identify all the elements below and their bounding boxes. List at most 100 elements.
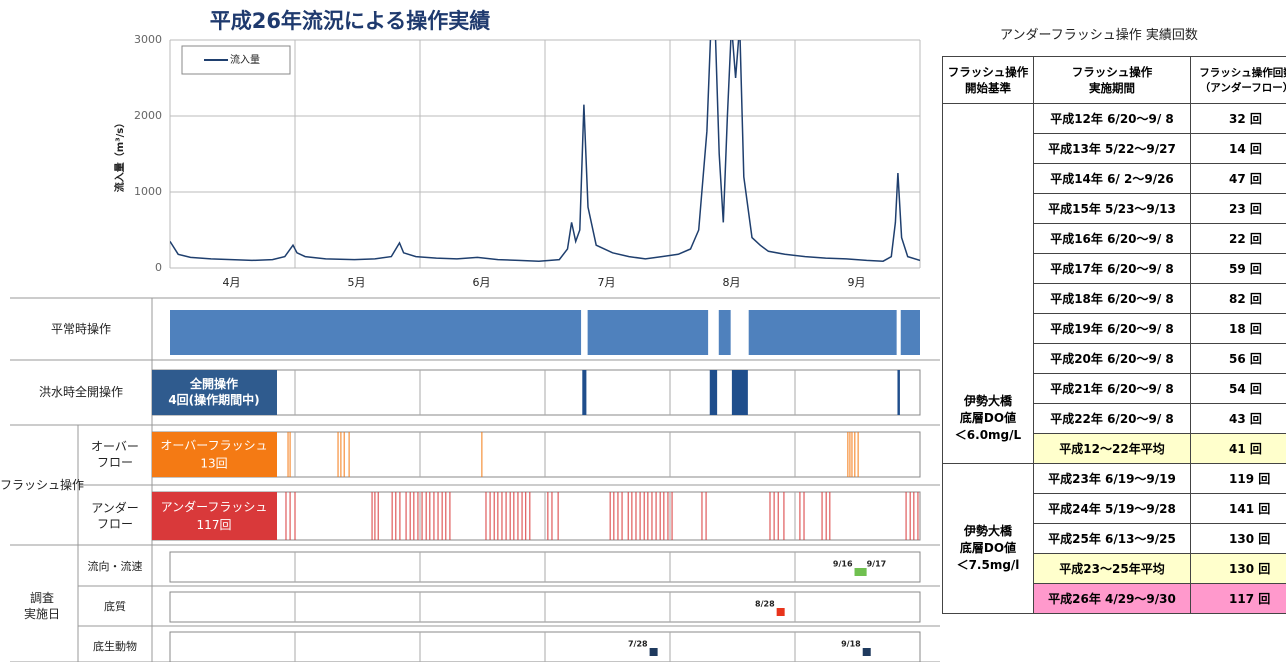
period-cell: 平成14年 6/ 2～9/26 xyxy=(1033,163,1191,194)
survey-mark xyxy=(858,568,867,576)
count-cell: 47 回 xyxy=(1190,163,1286,194)
y-tick-label: 2000 xyxy=(134,109,162,122)
table-row: 平成25年 6/13～9/25 130 回 xyxy=(943,523,1286,554)
row-sublabel: 底生動物 xyxy=(93,639,137,653)
operation-bar xyxy=(587,310,709,355)
row-label-line: 調査 xyxy=(30,591,54,605)
table-row: 平成22年 6/20～9/ 8 43 回 xyxy=(943,403,1286,434)
table-row: 平成12～22年平均 41 回 xyxy=(943,433,1286,464)
row-label: 洪水時全開操作 xyxy=(39,384,123,399)
row-sublabel: 底質 xyxy=(104,599,126,613)
flood-bar xyxy=(582,370,587,415)
table-header: フラッシュ操作 開始基準 フラッシュ操作 実施期間 フラッシュ操作回数 （アンダーフ… xyxy=(942,56,1286,104)
row-sublabel-line: オーバー xyxy=(91,439,139,453)
row-sublabel-line: フロー xyxy=(97,455,133,469)
table-title: アンダーフラッシュ操作 実績回数 xyxy=(1000,28,1198,43)
row-sublabel-line: 流向・流速 xyxy=(88,559,143,573)
operation-bar xyxy=(718,310,731,355)
count-cell: 141 回 xyxy=(1190,493,1286,524)
flood-bar xyxy=(709,370,718,415)
period-cell: 平成18年 6/20～9/ 8 xyxy=(1033,283,1191,314)
period-cell: 平成16年 6/20～9/ 8 xyxy=(1033,223,1191,254)
period-cell: 平成15年 5/23～9/13 xyxy=(1033,193,1191,224)
row-sublabel: オーバーフロー xyxy=(91,439,139,469)
table-row: 伊勢大橋 底層DO値 ＜7.5mg/l 平成23年 6/19～9/19 119 回 xyxy=(942,463,1286,614)
survey-date: 9/18 xyxy=(841,640,861,649)
header-cell: フラッシュ操作 実施期間 xyxy=(1033,56,1191,104)
survey-mark xyxy=(776,608,785,616)
header-cell: フラッシュ操作回数 （アンダーフロー） xyxy=(1190,56,1286,104)
count-cell: 59 回 xyxy=(1190,253,1286,284)
survey-mark xyxy=(649,648,658,656)
survey-mark xyxy=(854,568,863,576)
row-sublabel: アンダーフロー xyxy=(91,500,139,531)
row-sublabel-line: 底生動物 xyxy=(93,639,137,653)
label-box-text: アンダーフラッシュ 117回 xyxy=(161,499,268,532)
row-sublabel: 流向・流速 xyxy=(88,559,143,573)
survey-date: 9/17 xyxy=(867,560,887,569)
row-sublabel-line: 底質 xyxy=(104,599,126,613)
x-tick-label: 6月 xyxy=(472,276,490,289)
chart-title: 平成26年流況による操作実績 xyxy=(210,9,491,33)
period-cell: 平成21年 6/20～9/ 8 xyxy=(1033,373,1191,404)
label-box-text: オーバーフラッシュ 13回 xyxy=(160,438,267,470)
legend xyxy=(181,45,291,75)
label-box-text-line: 全開操作 xyxy=(189,376,238,391)
label-box-text-line: 13回 xyxy=(200,456,227,470)
x-tick-label: 8月 xyxy=(722,276,740,289)
count-cell: 117 回 xyxy=(1190,583,1286,614)
table-row: 平成17年 6/20～9/ 8 59 回 xyxy=(943,253,1286,284)
count-cell: 32 回 xyxy=(1190,103,1286,134)
criterion-cell: 伊勢大橋 底層DO値 ＜7.5mg/l xyxy=(942,463,1034,614)
table-row: 平成20年 6/20～9/ 8 56 回 xyxy=(943,343,1286,374)
table-row: 平成15年 5/23～9/13 23 回 xyxy=(943,193,1286,224)
table-row: 平成19年 6/20～9/ 8 18 回 xyxy=(943,313,1286,344)
label-box xyxy=(152,492,277,540)
period-cell: 平成12年 6/20～9/ 8 xyxy=(1033,103,1191,134)
count-cell: 54 回 xyxy=(1190,373,1286,404)
y-axis-label: 流入量（m³/s） xyxy=(113,118,126,192)
row-label-line: 洪水時全開操作 xyxy=(39,384,123,399)
period-cell: 平成26年 4/29～9/30 xyxy=(1033,583,1191,614)
x-tick-label: 9月 xyxy=(847,276,865,289)
period-cell: 平成23～25年平均 xyxy=(1033,553,1191,584)
y-tick-label: 3000 xyxy=(134,33,162,46)
period-cell: 平成17年 6/20～9/ 8 xyxy=(1033,253,1191,284)
x-tick-label: 4月 xyxy=(222,276,240,289)
period-cell: 平成13年 5/22～9/27 xyxy=(1033,133,1191,164)
count-cell: 43 回 xyxy=(1190,403,1286,434)
table: フラッシュ操作 開始基準 フラッシュ操作 実施期間 フラッシュ操作回数 （アンダーフ… xyxy=(942,56,1286,614)
operation-bar xyxy=(170,310,582,355)
count-cell: 130 回 xyxy=(1190,553,1286,584)
table-row: 平成18年 6/20～9/ 8 82 回 xyxy=(943,283,1286,314)
row-label-line: フラッシュ操作 xyxy=(0,477,84,492)
period-cell: 平成20年 6/20～9/ 8 xyxy=(1033,343,1191,374)
label-box-text-line: オーバーフラッシュ xyxy=(160,438,267,452)
count-cell: 82 回 xyxy=(1190,283,1286,314)
operation-bar xyxy=(900,310,920,355)
period-cell: 平成12～22年平均 xyxy=(1033,433,1191,464)
table-row: 伊勢大橋 底層DO値 ＜6.0mg/L 平成12年 6/20～9/ 8 32 回 xyxy=(942,103,1286,464)
count-cell: 22 回 xyxy=(1190,223,1286,254)
table-row: 平成21年 6/20～9/ 8 54 回 xyxy=(943,373,1286,404)
y-tick-label: 1000 xyxy=(134,185,162,198)
table-row: 平成24年 5/19～9/28 141 回 xyxy=(943,493,1286,524)
row-label: フラッシュ操作 xyxy=(0,477,84,492)
count-cell: 119 回 xyxy=(1190,463,1286,494)
y-tick-label: 0 xyxy=(155,261,162,274)
header-cell: フラッシュ操作 開始基準 xyxy=(942,56,1034,104)
period-cell: 平成23年 6/19～9/19 xyxy=(1033,463,1191,494)
x-tick-label: 5月 xyxy=(347,276,365,289)
table-row: 平成26年 4/29～9/30 117 回 xyxy=(943,583,1286,614)
row-label-line: 平常時操作 xyxy=(51,321,111,336)
flood-bar xyxy=(731,370,748,415)
flood-bar xyxy=(897,370,900,415)
survey-mark xyxy=(862,648,871,656)
x-tick-label: 7月 xyxy=(597,276,615,289)
count-cell: 23 回 xyxy=(1190,193,1286,224)
operation-bar xyxy=(748,310,897,355)
row-sublabel-line: アンダー xyxy=(91,500,139,515)
label-box-text: 全開操作 4回(操作期間中) xyxy=(168,376,259,407)
period-cell: 平成24年 5/19～9/28 xyxy=(1033,493,1191,524)
